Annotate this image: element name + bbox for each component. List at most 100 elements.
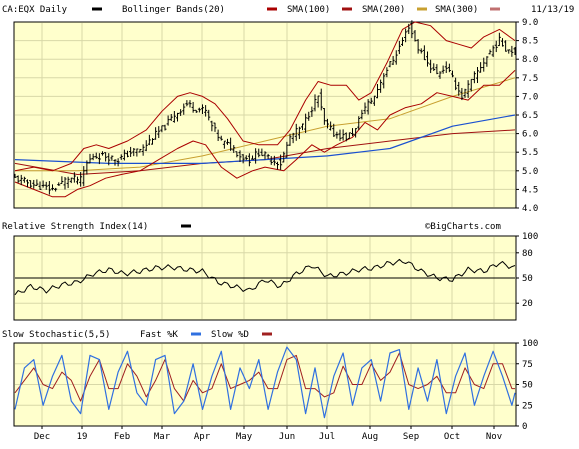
price-bar (244, 155, 248, 161)
1-y-tick-label-0: 100 (522, 232, 538, 242)
price-bar (444, 61, 448, 73)
price-bar (369, 97, 373, 104)
sma200-legend-swatch (417, 7, 427, 11)
price-bar (138, 148, 142, 153)
price-bar (66, 176, 70, 189)
price-bar (232, 145, 236, 153)
1-y-tick-label-2: 50 (522, 274, 533, 284)
price-bar (144, 140, 148, 152)
price-bar (407, 23, 411, 35)
price-bar (38, 181, 42, 190)
fast-k-label: Fast %K (140, 330, 179, 340)
0-y-tick-label-5: 6.5 (522, 111, 538, 121)
price-bar (313, 94, 317, 112)
price-bar (394, 50, 398, 65)
price-bar (85, 160, 89, 175)
price-bar (141, 144, 145, 156)
price-bar (129, 146, 133, 157)
price-bar (472, 71, 476, 84)
price-bar (182, 103, 186, 115)
price-bar (60, 176, 64, 184)
price-bar (157, 126, 161, 139)
price-bar (460, 87, 464, 101)
0-y-tick-label-9: 4.5 (522, 185, 538, 195)
slow-d-swatch (262, 332, 272, 336)
price-bar (257, 148, 261, 158)
price-bar (379, 79, 383, 93)
x-tick-label-3: Mar (154, 432, 171, 442)
price-bar (176, 112, 179, 122)
price-bar (126, 150, 129, 158)
price-bar (79, 172, 83, 187)
price-bar (416, 39, 420, 54)
price-bar (376, 84, 379, 99)
price-bar (213, 122, 217, 132)
x-tick-label-2: Feb (114, 432, 130, 442)
2-y-tick-label-1: 75 (522, 360, 533, 370)
header-legend: CA:EQX Daily Bollinger Bands(20) SMA(100… (2, 5, 574, 15)
0-y-tick-label-10: 4.0 (522, 204, 538, 214)
0-y-tick-label-3: 7.5 (522, 74, 538, 84)
price-bar (354, 128, 358, 138)
price-bar (419, 48, 423, 54)
price-bar (404, 28, 408, 43)
price-bar (22, 176, 26, 183)
0-y-tick-label-4: 7.0 (522, 92, 538, 102)
price-bar (335, 131, 339, 139)
price-bar (57, 182, 61, 186)
price-bar (282, 151, 286, 163)
stochastic-panel: Slow Stochastic(5,5) Fast %K Slow %D 100… (2, 330, 538, 432)
price-bar (191, 101, 195, 113)
x-tick-label-0: Dec (34, 432, 50, 442)
sma200-legend-label: SMA(200) (362, 5, 405, 15)
stochastic-lines (14, 346, 516, 419)
price-bar (360, 109, 364, 120)
price-bar (63, 177, 67, 190)
price-ohlc-bars (13, 20, 517, 195)
price-bar (185, 100, 189, 107)
price-bar (26, 179, 29, 188)
price-legend-swatch (92, 7, 102, 11)
stochastic-title: Slow Stochastic(5,5) (2, 330, 110, 340)
0-y-tick-label-1: 8.5 (522, 37, 538, 47)
price-bar (222, 140, 226, 149)
price-bar (288, 133, 292, 146)
price-bar (513, 46, 517, 55)
price-y-axis: 9.0 8.5 8.0 7.5 7.0 6.5 6.0 5.5 5.0 4.5 4.0 (516, 18, 538, 214)
price-bar (341, 129, 345, 141)
price-bar (247, 153, 251, 167)
price-bar (254, 148, 258, 164)
price-bar (260, 148, 264, 157)
price-bar (226, 138, 229, 145)
bollinger-lower-line (14, 70, 516, 198)
price-bar (207, 109, 211, 121)
price-bar (319, 88, 323, 111)
price-bar (397, 40, 401, 55)
sma200-line (15, 77, 516, 172)
price-sma-lines (14, 77, 516, 175)
price-bar (179, 109, 183, 116)
price-bar (307, 111, 311, 121)
price-bar (238, 150, 242, 163)
2-y-tick-label-2: 50 (522, 381, 533, 391)
price-bar (451, 70, 454, 78)
price-bar (113, 159, 117, 166)
price-bar (69, 177, 73, 184)
bollinger-upper-line (14, 21, 516, 172)
price-bar (279, 154, 283, 170)
price-bar (169, 114, 173, 121)
price-bar (491, 45, 495, 57)
price-bar (235, 151, 239, 158)
price-bar (110, 155, 114, 161)
rsi-line (14, 258, 516, 296)
price-bar (44, 181, 48, 190)
price-bar (194, 109, 198, 113)
price-bar (41, 180, 45, 188)
rsi-panel: Relative Strength Index(14) ©BigCharts.c… (0, 214, 579, 321)
x-tick-label-10: Oct (444, 432, 460, 442)
price-bar (357, 116, 361, 131)
rsi-y-axis: 100 80 50 20 (516, 232, 538, 309)
price-bar (119, 154, 123, 160)
date-label: 11/13/19 (531, 5, 574, 15)
price-bar (32, 179, 36, 189)
